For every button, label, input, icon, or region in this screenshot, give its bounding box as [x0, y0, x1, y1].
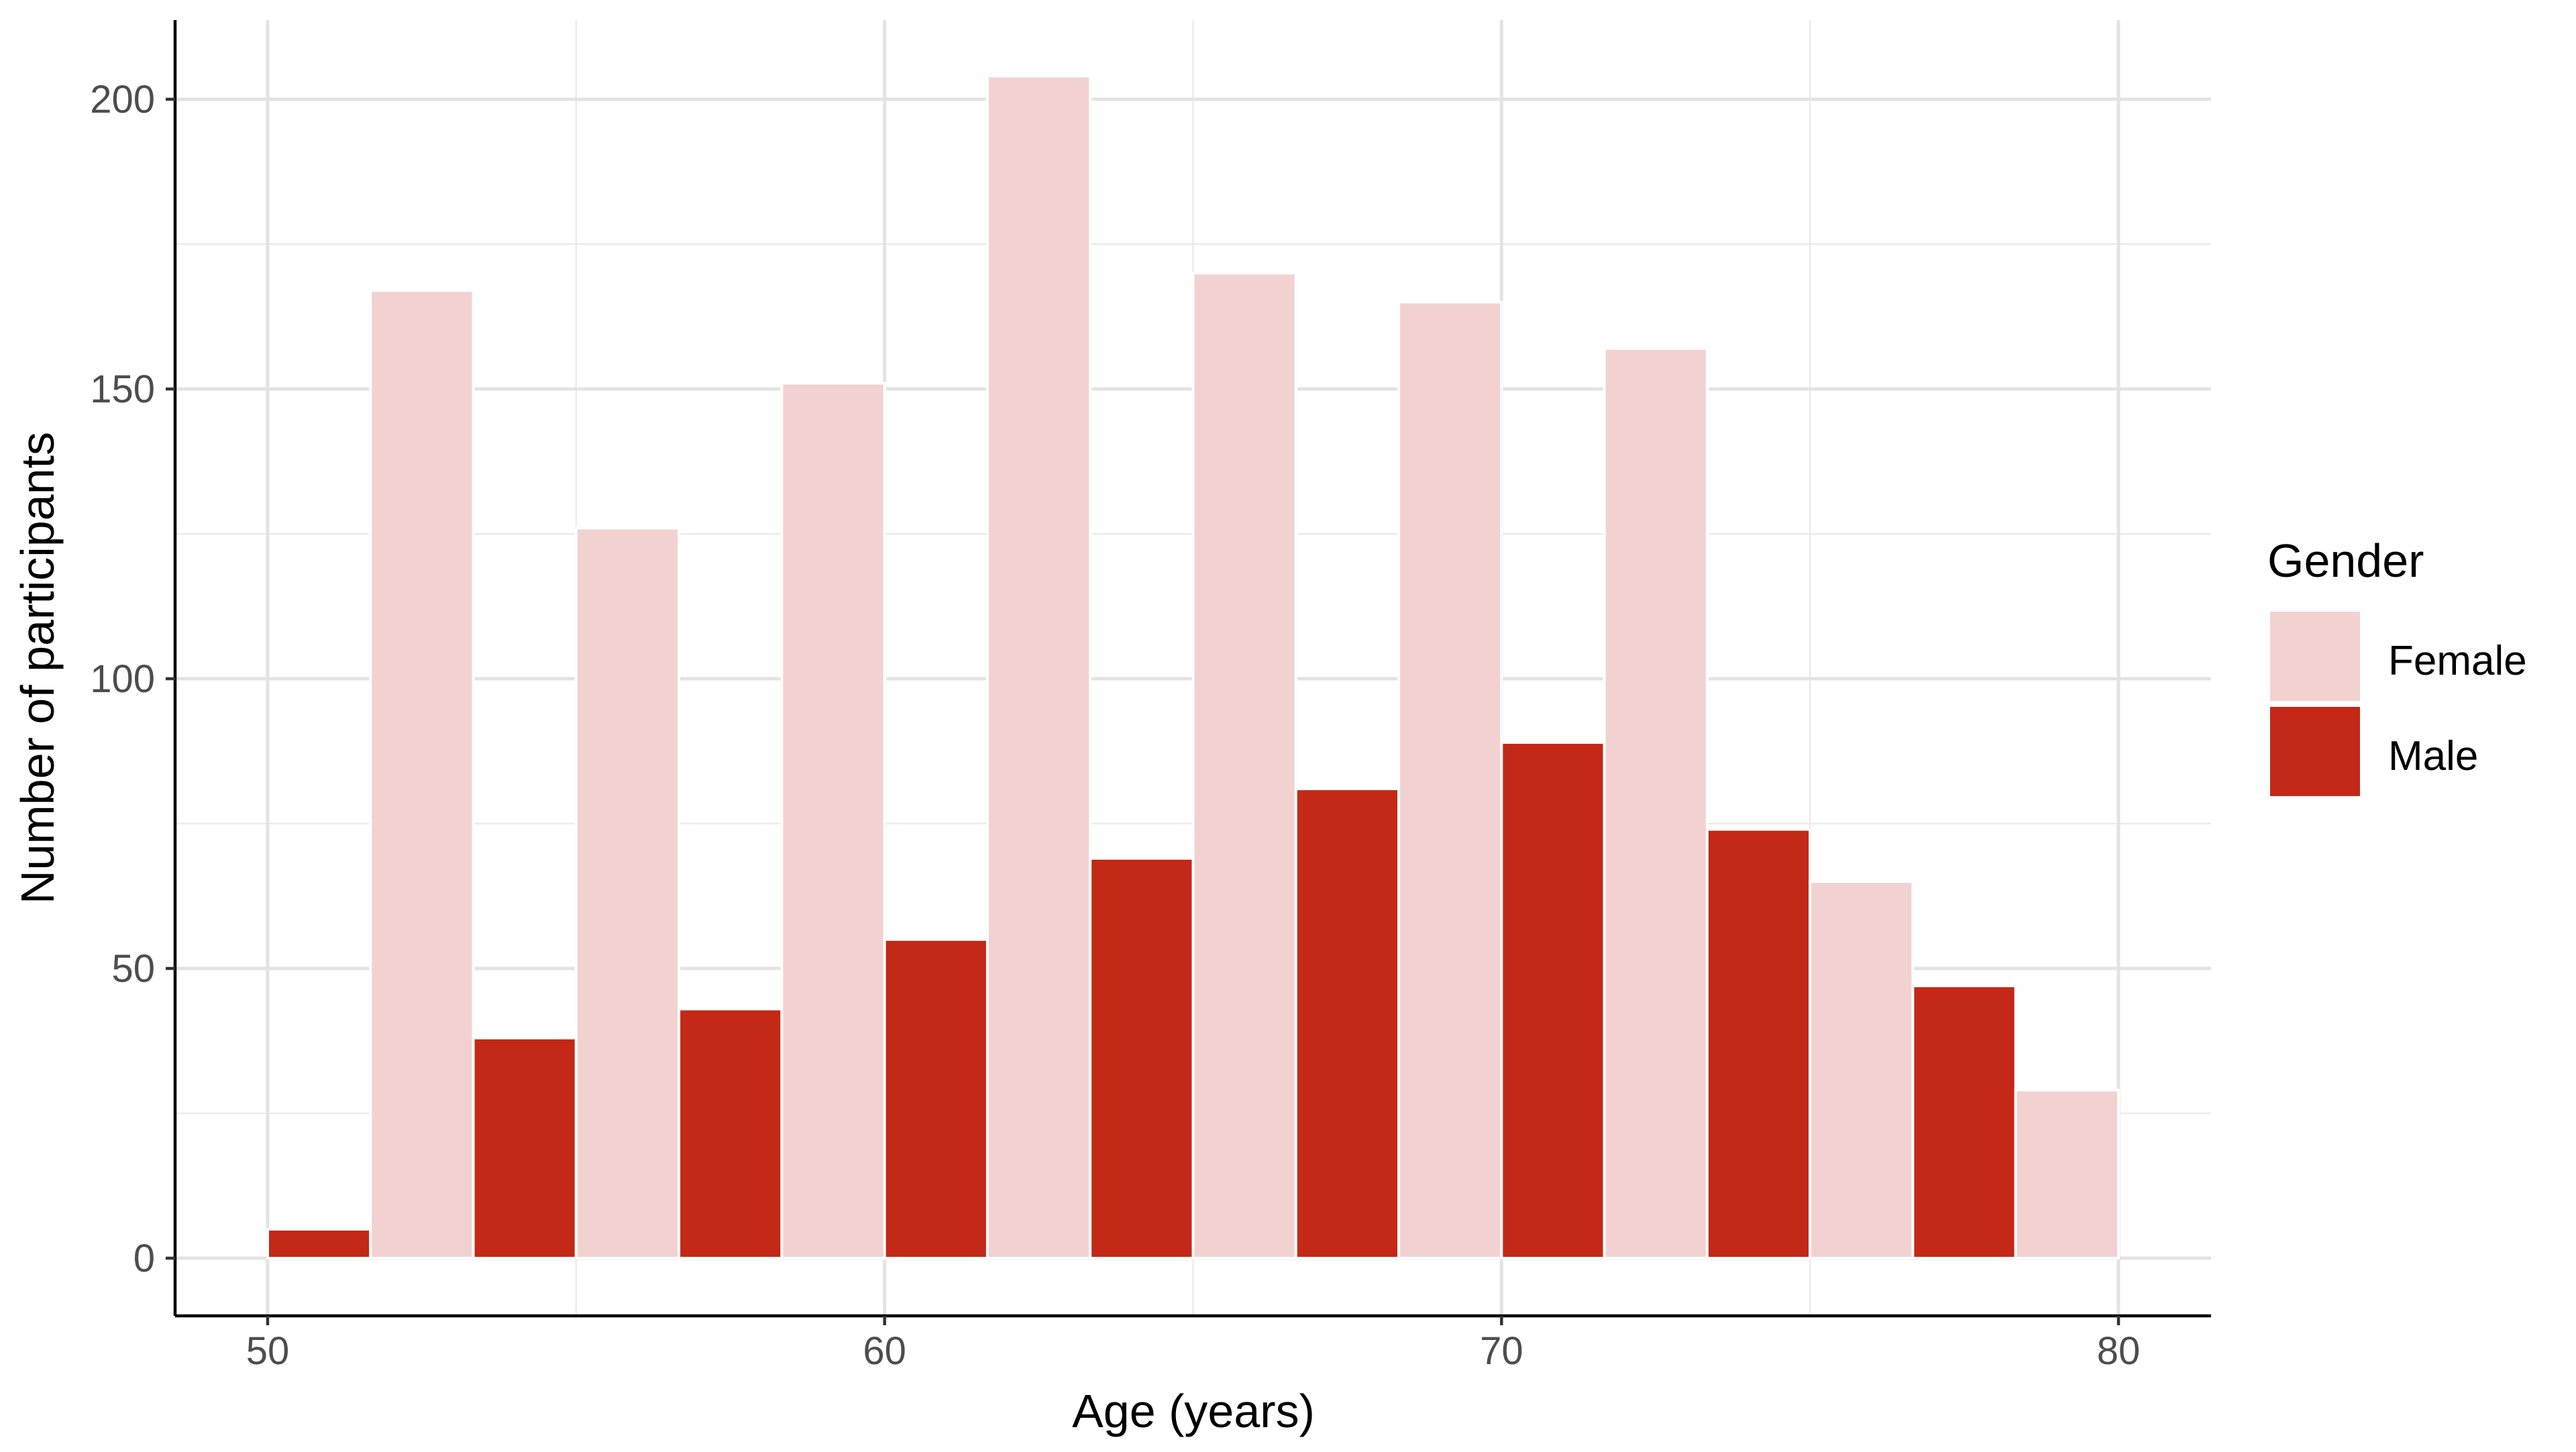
bar-female — [369, 289, 475, 1260]
legend-key-female — [2270, 612, 2360, 701]
bar-male — [1705, 828, 1812, 1260]
bar-female — [574, 526, 681, 1260]
bars — [266, 74, 2120, 1260]
bar-male — [1294, 787, 1401, 1260]
y-tick-label: 0 — [133, 1237, 155, 1280]
x-axis-title: Age (years) — [1072, 1385, 1315, 1437]
legend-label-female: Female — [2388, 638, 2527, 684]
legend-label-male: Male — [2388, 733, 2478, 779]
bar-female — [985, 74, 1092, 1260]
y-tick-label: 150 — [90, 368, 155, 411]
y-axis-title: Number of participants — [11, 432, 64, 904]
bar-male — [472, 1036, 578, 1260]
bar-male — [1089, 856, 1195, 1260]
bar-male — [883, 938, 989, 1260]
bar-female — [780, 382, 886, 1260]
bar-male — [1911, 984, 2017, 1260]
x-tick-label: 80 — [2097, 1329, 2141, 1373]
y-tick-label: 50 — [111, 947, 155, 991]
legend-key-male — [2270, 707, 2360, 796]
bar-female — [1603, 347, 1709, 1260]
legend-title: Gender — [2267, 535, 2424, 587]
bar-male — [1500, 741, 1606, 1260]
bar-female — [1397, 300, 1503, 1260]
bar-male — [266, 1227, 372, 1260]
y-tick-label: 100 — [90, 657, 155, 701]
bar-female — [2014, 1088, 2120, 1260]
bar-male — [678, 1007, 784, 1260]
x-tick-label: 50 — [246, 1329, 290, 1373]
x-tick-label: 70 — [1480, 1329, 1523, 1373]
y-tick-label: 200 — [90, 78, 155, 121]
bar-female — [1809, 880, 1915, 1260]
axes: 0 50 100 150 200 50 60 70 80 — [90, 20, 2211, 1373]
legend: Gender Female Male — [2267, 535, 2527, 796]
bar-female — [1191, 272, 1297, 1260]
x-tick-label: 60 — [863, 1329, 906, 1373]
